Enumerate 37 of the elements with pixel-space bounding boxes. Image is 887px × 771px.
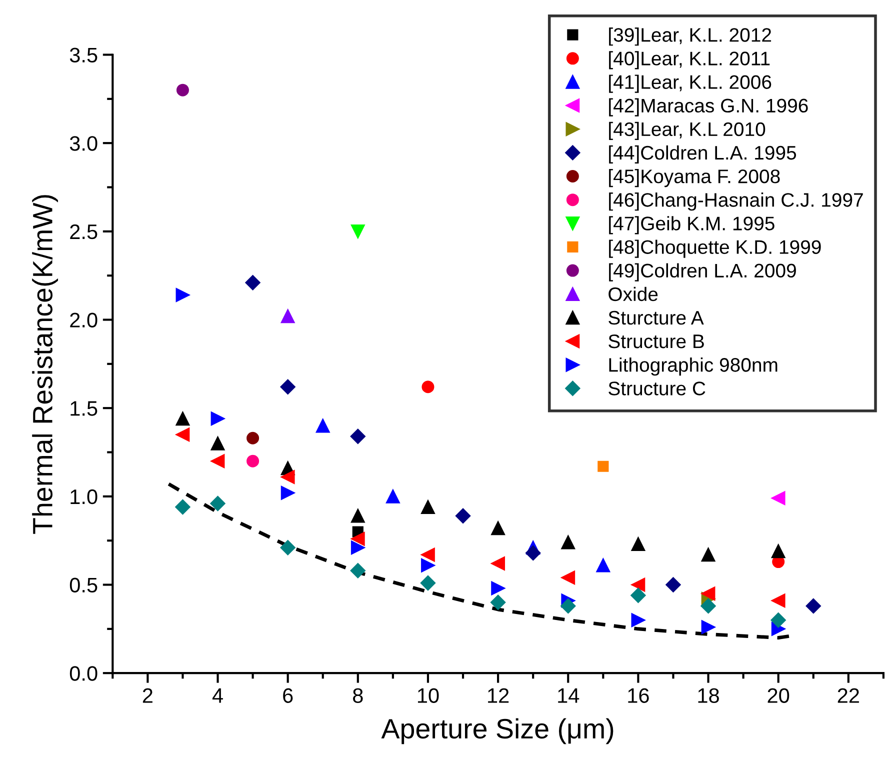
y-axis-title: Thermal Resistance(K/mW): [32, 195, 58, 534]
y-tick-label: 3.5: [70, 48, 98, 62]
legend-label: [40]Lear, K.L. 2011: [609, 51, 770, 70]
y-tick-label: 3.0: [70, 136, 98, 151]
y-tick-label: 0.5: [70, 578, 98, 592]
legend-label: [42]Maracas G.N. 1996: [609, 98, 808, 116]
y-tick-label: 1.0: [70, 489, 98, 504]
legend-label: [47]Geib K.M. 1995: [609, 216, 774, 234]
y-tick-label: 0.0: [70, 666, 98, 681]
x-tick-label: 2: [142, 688, 152, 703]
legend-label: [48]Choquette K.D. 1999: [609, 240, 821, 258]
y-tick-label: 2.5: [70, 224, 98, 240]
y-tick-label: 1.5: [70, 401, 98, 416]
y-tick-label: 2.0: [70, 312, 98, 328]
x-tick-label: 20: [768, 688, 790, 703]
x-tick-label: 12: [488, 688, 509, 703]
legend-label: [45]Koyama F. 2008: [609, 168, 780, 188]
x-tick-label: 6: [283, 688, 293, 703]
x-axis-title: Aperture Size (μm): [381, 718, 614, 744]
legend-label: [43]Lear, K.L 2010: [609, 122, 766, 140]
legend-label: [41]Lear, K.L. 2006: [609, 74, 772, 93]
x-tick-label: 10: [418, 688, 439, 703]
legend-label: [44]Coldren L.A. 1995: [609, 145, 796, 164]
legend-label: Oxide: [608, 286, 658, 302]
legend-label: Lithographic 980nm: [609, 358, 778, 376]
legend-label: [39]Lear, K.L. 2012: [609, 28, 772, 46]
legend-label: Sturcture A: [608, 310, 704, 325]
legend-label: [46]Chang-Hasnain C.J. 1997: [609, 192, 863, 211]
x-tick-label: 16: [628, 688, 649, 703]
legend-label: [49]Coldren L.A. 2009: [609, 263, 796, 282]
x-tick-label: 18: [698, 688, 719, 703]
legend-label: Structure B: [608, 334, 704, 348]
legend-label: Structure C: [608, 382, 706, 396]
x-tick-label: 8: [353, 688, 363, 703]
x-tick-label: 22: [838, 688, 859, 703]
x-tick-label: 14: [558, 688, 580, 703]
x-tick-label: 4: [212, 688, 223, 703]
